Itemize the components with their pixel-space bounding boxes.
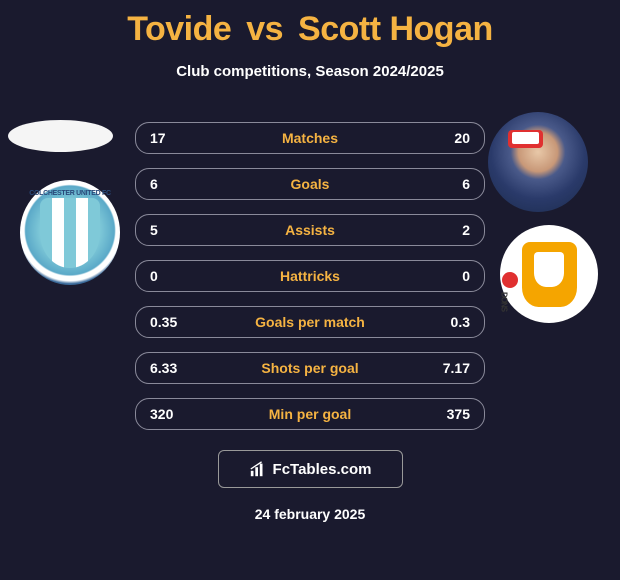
club-badge-shape: DONS [522,242,577,307]
source-name: FcTables.com [273,461,372,478]
comparison-title: Tovide vs Scott Hogan [0,0,620,49]
stat-label: Matches [282,130,338,146]
stat-label: Goals [291,176,330,192]
club-badge-dot [502,272,518,288]
player1-name: Tovide [127,10,231,48]
stats-table: 17 Matches 20 6 Goals 6 5 Assists 2 0 Ha… [135,122,485,430]
stat-left-value: 0 [150,268,158,284]
player1-avatar [8,120,113,152]
player2-name: Scott Hogan [298,10,493,48]
stat-left-value: 320 [150,406,173,422]
stat-label: Shots per goal [261,360,358,376]
stat-left-value: 5 [150,222,158,238]
player2-avatar [488,112,588,212]
stat-right-value: 6 [462,176,470,192]
stat-row-assists: 5 Assists 2 [135,214,485,246]
club-right-code: DONS [500,292,509,311]
stat-right-value: 20 [454,130,470,146]
stat-left-value: 17 [150,130,166,146]
club-badge-inner: COLCHESTER UNITED FC [40,198,100,268]
stat-right-value: 7.17 [443,360,470,376]
stat-right-value: 375 [447,406,470,422]
stat-label: Goals per match [255,314,365,330]
stat-row-hattricks: 0 Hattricks 0 [135,260,485,292]
stat-right-value: 0 [462,268,470,284]
stat-left-value: 0.35 [150,314,177,330]
player1-club-badge: COLCHESTER UNITED FC [20,180,120,285]
stat-left-value: 6 [150,176,158,192]
season-subtitle: Club competitions, Season 2024/2025 [0,63,620,80]
stat-right-value: 0.3 [451,314,470,330]
footer-date: 24 february 2025 [0,506,620,522]
stat-label: Assists [285,222,335,238]
stat-right-value: 2 [462,222,470,238]
stat-row-shots-per-goal: 6.33 Shots per goal 7.17 [135,352,485,384]
stat-left-value: 6.33 [150,360,177,376]
stat-label: Hattricks [280,268,340,284]
chart-icon [249,460,267,478]
source-logo[interactable]: FcTables.com [218,450,403,488]
stat-row-goals: 6 Goals 6 [135,168,485,200]
player2-club-badge: DONS [500,225,598,323]
club-left-name: COLCHESTER UNITED FC [29,190,111,197]
stat-row-min-per-goal: 320 Min per goal 375 [135,398,485,430]
vs-text: vs [246,10,283,48]
stat-row-matches: 17 Matches 20 [135,122,485,154]
stat-row-goals-per-match: 0.35 Goals per match 0.3 [135,306,485,338]
stat-label: Min per goal [269,406,351,422]
